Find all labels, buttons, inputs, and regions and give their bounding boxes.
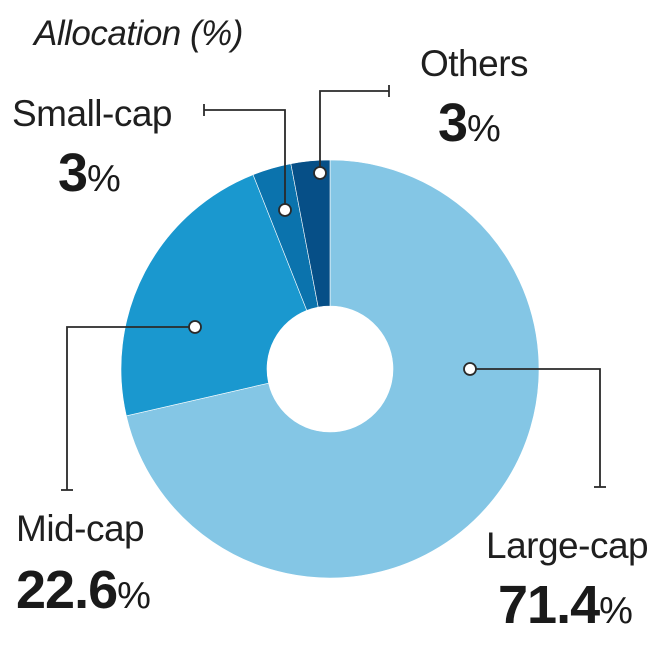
label-largecap-name: Large-cap: [486, 525, 649, 566]
chart-title: Allocation (%): [34, 14, 243, 53]
leader-others-line: [319, 90, 389, 173]
leader-smallcap-dot: [278, 203, 292, 217]
label-largecap-value: 71.4%: [498, 575, 633, 635]
leader-largecap-line: [470, 368, 601, 487]
smallcap-value-number: 3: [58, 143, 88, 203]
leader-midcap-dot: [188, 320, 202, 334]
leader-midcap-line: [66, 326, 195, 490]
midcap-value-number: 22.6: [16, 560, 118, 620]
midcap-value-unit: %: [117, 575, 151, 617]
slice-largecap: [125, 159, 540, 579]
leader-smallcap: [203, 104, 292, 217]
label-others-name: Others: [420, 43, 529, 84]
leader-others: [313, 85, 390, 180]
leader-largecap-dot: [463, 362, 477, 376]
label-smallcap-name: Small-cap: [12, 93, 173, 134]
leader-largecap: [463, 362, 606, 488]
label-others-value: 3%: [438, 93, 501, 153]
label-midcap-name: Mid-cap: [16, 508, 145, 549]
leader-smallcap-line: [204, 109, 286, 210]
label-midcap-value: 22.6%: [16, 560, 151, 620]
largecap-value-unit: %: [599, 590, 633, 632]
leader-others-dot: [313, 166, 327, 180]
smallcap-value-unit: %: [87, 158, 121, 200]
largecap-value-number: 71.4: [498, 575, 600, 635]
others-value-number: 3: [438, 93, 468, 153]
slice-others: [290, 159, 331, 308]
others-value-unit: %: [467, 108, 501, 150]
slice-midcap: [120, 174, 308, 417]
label-smallcap-value: 3%: [58, 143, 121, 203]
leader-midcap: [61, 320, 202, 491]
